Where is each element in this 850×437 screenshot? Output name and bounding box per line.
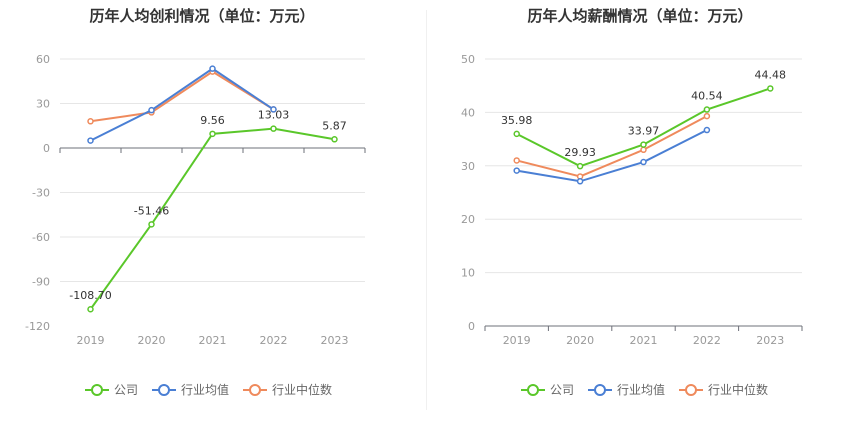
data-point-industry-avg[interactable]: [703, 126, 711, 134]
series-line-industry-avg: [516, 129, 708, 183]
y-tick-label: 60: [36, 53, 50, 66]
panel-divider: [426, 10, 427, 410]
y-tick-label: 40: [461, 106, 475, 119]
y-tick-label: 20: [461, 213, 475, 226]
legend-marker-icon: [594, 384, 606, 396]
y-tick-label: 0: [43, 142, 50, 155]
data-point-company[interactable]: [87, 305, 94, 313]
data-label: 33.97: [628, 125, 660, 138]
chart-title: 历年人均创利情况（单位：万元）: [89, 7, 314, 25]
legend-marker-icon: [685, 384, 697, 396]
legend-item-industry-median[interactable]: 行业中位数: [243, 382, 332, 397]
x-tick-label: 2023: [756, 334, 784, 347]
y-tick-label: 50: [461, 53, 475, 66]
data-label: 13.03: [258, 109, 290, 122]
data-point-company[interactable]: [331, 136, 338, 143]
data-point-industry-avg[interactable]: [209, 65, 216, 72]
chart-panel-profit: 历年人均创利情况（单位：万元） 60 30 0 -30 -60 -90 -120 2019 20…: [25, 7, 366, 397]
data-point-industry-median[interactable]: [640, 146, 647, 154]
legend-item-industry-avg[interactable]: 行业均值: [152, 382, 229, 397]
series-line-industry-avg: [90, 67, 275, 142]
x-tick-label: 2023: [321, 334, 349, 347]
data-label: 5.87: [322, 119, 347, 132]
x-tick-label: 2020: [138, 334, 166, 347]
data-point-industry-median[interactable]: [703, 112, 711, 120]
legend-marker-icon: [527, 384, 539, 396]
series-line-industry-median: [90, 70, 275, 123]
x-tick-label: 2020: [566, 334, 594, 347]
data-label: -51.46: [134, 204, 169, 217]
data-point-company[interactable]: [209, 130, 216, 138]
data-point-industry-avg[interactable]: [87, 137, 94, 144]
data-label: 44.48: [755, 68, 787, 81]
legend-marker-icon: [249, 384, 261, 396]
data-point-industry-avg[interactable]: [148, 106, 155, 114]
legend-item-industry-avg[interactable]: 行业均值: [588, 382, 665, 397]
data-point-company[interactable]: [767, 85, 774, 92]
data-point-industry-avg[interactable]: [513, 167, 520, 174]
data-point-company[interactable]: [148, 221, 155, 228]
series-line-industry-median: [516, 115, 708, 178]
legend-label: 公司: [550, 383, 574, 397]
y-tick-label: -30: [32, 187, 50, 200]
data-point-company[interactable]: [640, 141, 647, 148]
chart-title: 历年人均薪酬情况（单位：万元）: [527, 7, 752, 25]
legend-label: 行业均值: [181, 382, 229, 397]
profit-line-chart: 历年人均创利情况（单位：万元） 60 30 0 -30 -60 -90 -120 2019 20…: [25, 7, 366, 397]
legend-marker-icon: [91, 384, 103, 396]
x-tick-label: 2021: [199, 334, 227, 347]
data-point-industry-avg[interactable]: [576, 178, 584, 185]
data-label: 29.93: [564, 146, 596, 159]
salary-line-chart: 历年人均薪酬情况（单位：万元） 50 40 30 20 10 0 2019 2020 2021 2…: [461, 7, 803, 397]
legend-label: 行业中位数: [272, 382, 332, 397]
x-tick-label: 2019: [77, 334, 105, 347]
y-tick-label: 10: [461, 267, 475, 280]
data-point-company[interactable]: [576, 162, 584, 170]
chart-panel-salary: 历年人均薪酬情况（单位：万元） 50 40 30 20 10 0 2019 2020 2021 2…: [428, 0, 850, 437]
data-point-company[interactable]: [270, 125, 277, 132]
y-tick-label: 30: [36, 98, 50, 111]
x-tick-label: 2022: [693, 334, 721, 347]
data-label: 40.54: [691, 90, 723, 103]
x-tick-label: 2021: [630, 334, 658, 347]
y-tick-label: 30: [461, 160, 475, 173]
legend-item-company[interactable]: 公司: [521, 383, 574, 397]
legend-item-company[interactable]: 公司: [85, 383, 138, 397]
y-tick-label: -60: [32, 231, 50, 244]
data-label: 9.56: [200, 114, 225, 127]
legend-item-industry-median[interactable]: 行业中位数: [679, 382, 768, 397]
x-tick-label: 2022: [260, 334, 288, 347]
data-label: -108.70: [69, 289, 111, 302]
data-label: 35.98: [501, 114, 533, 127]
data-point-company[interactable]: [703, 106, 711, 113]
data-point-company[interactable]: [513, 130, 520, 138]
y-tick-label: 0: [468, 320, 475, 333]
legend-label: 行业中位数: [708, 382, 768, 397]
x-tick-label: 2019: [503, 334, 531, 347]
y-tick-label: -90: [32, 276, 50, 289]
data-point-industry-avg[interactable]: [270, 106, 277, 113]
legend-label: 行业均值: [617, 382, 665, 397]
data-point-industry-avg[interactable]: [640, 158, 647, 166]
series-line-company: [89, 127, 335, 310]
y-tick-label: -120: [25, 320, 50, 333]
legend-marker-icon: [158, 384, 170, 396]
data-point-industry-median[interactable]: [513, 157, 520, 164]
data-point-industry-median[interactable]: [87, 118, 94, 125]
legend-label: 公司: [114, 383, 138, 397]
